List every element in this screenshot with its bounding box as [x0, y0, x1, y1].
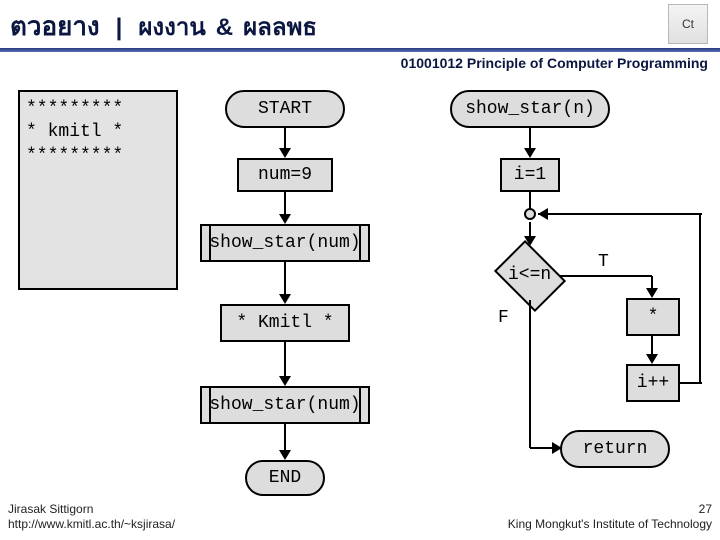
node-decision-label: i<=n	[508, 265, 551, 285]
node-i-increment: i++	[626, 364, 680, 402]
footer-institution: King Mongkut's Institute of Technology	[508, 517, 712, 532]
title-row: ตวอยาง | ผงงาน & ผลลพธ	[10, 6, 710, 47]
node-showstar1-label: show_star(num)	[209, 233, 360, 253]
node-start-label: START	[258, 99, 312, 119]
decision-false-label: F	[498, 308, 509, 328]
node-num-label: num=9	[258, 165, 312, 185]
title-sub2: ผลลพธ	[243, 7, 317, 46]
output-line-1: *********	[26, 99, 123, 119]
node-end: END	[245, 460, 325, 496]
footer-author: Jirasak Sittigorn	[8, 502, 175, 517]
title-divider: |	[116, 14, 123, 42]
footer-url: http://www.kmitl.ac.th/~ksjirasa/	[8, 517, 175, 532]
node-inc-label: i++	[637, 373, 669, 393]
slide: ตวอยาง | ผงงาน & ผลลพธ Ct 01001012 Princ…	[0, 0, 720, 540]
node-return-label: return	[583, 439, 648, 459]
output-line-3: *********	[26, 146, 123, 166]
node-kmitl-label: * Kmitl *	[236, 313, 333, 333]
output-line-2: * kmitl *	[26, 122, 123, 142]
footer-left: Jirasak Sittigorn http://www.kmitl.ac.th…	[8, 502, 175, 532]
title-sub1: ผงงาน	[138, 7, 205, 46]
node-func-label: show_star(n)	[465, 99, 595, 119]
node-print-star: *	[626, 298, 680, 336]
node-showstar-2: show_star(num)	[200, 386, 370, 424]
node-print-kmitl: * Kmitl *	[220, 304, 350, 342]
node-return: return	[560, 430, 670, 468]
header-divider	[0, 48, 720, 52]
course-code-title: 01001012 Principle of Computer Programmi…	[401, 55, 708, 71]
footer-right: 27 King Mongkut's Institute of Technolog…	[508, 502, 712, 532]
node-i-assign: i=1	[500, 158, 560, 192]
node-showstar-1: show_star(num)	[200, 224, 370, 262]
node-num-assign: num=9	[237, 158, 333, 192]
title-ampersand: &	[216, 14, 233, 42]
footer-page: 27	[508, 502, 712, 517]
program-output-box: ********* * kmitl * *********	[18, 90, 178, 290]
logo-icon: Ct	[668, 4, 708, 44]
node-end-label: END	[269, 468, 301, 488]
node-start: START	[225, 90, 345, 128]
loop-connector	[524, 208, 536, 220]
title-main: ตวอยาง	[10, 6, 100, 47]
node-star-label: *	[648, 307, 659, 327]
decision-true-label: T	[598, 252, 609, 272]
node-i1-label: i=1	[514, 165, 546, 185]
node-func-header: show_star(n)	[450, 90, 610, 128]
node-showstar2-label: show_star(num)	[209, 395, 360, 415]
